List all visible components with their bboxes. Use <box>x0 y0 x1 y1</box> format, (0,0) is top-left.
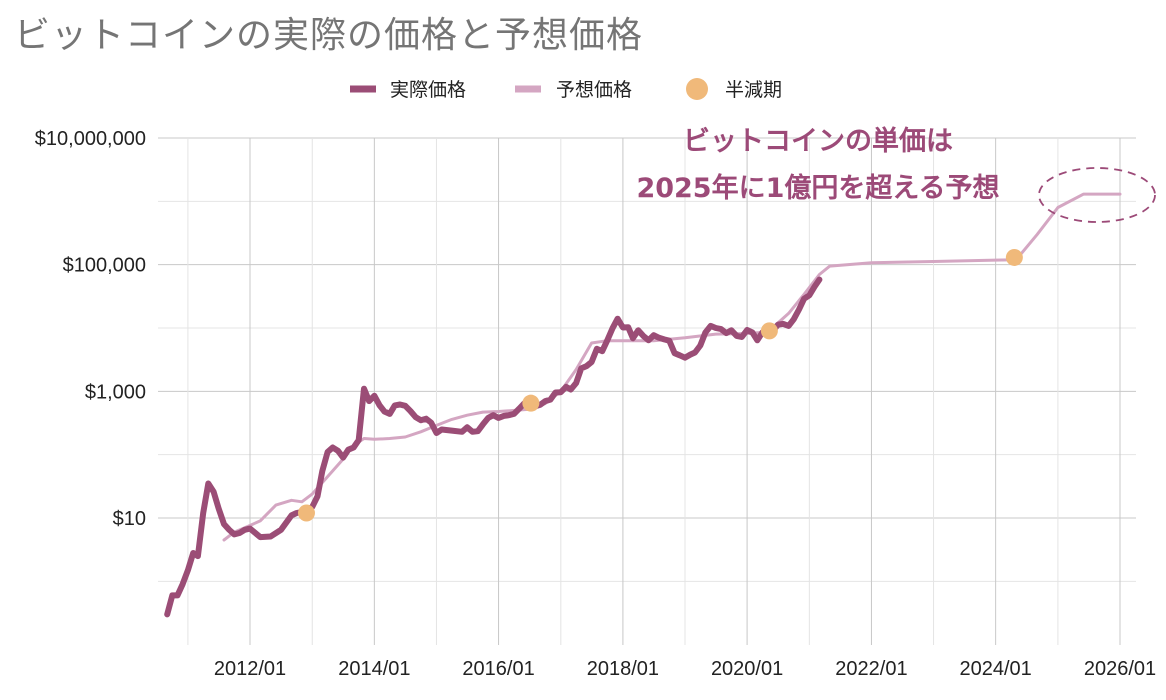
halving-point <box>297 504 315 522</box>
halving-point <box>522 394 540 412</box>
x-tick-label: 2018/01 <box>587 658 659 680</box>
annotation: ビットコインの単価は 2025年に1億円を超える予想 <box>636 125 1156 223</box>
annotation-line: ビットコインの単価は <box>683 125 953 157</box>
y-tick-label: $1,000 <box>85 381 146 403</box>
annotation-ellipse <box>1038 167 1156 223</box>
annotation-line: 2025年に1億円を超える予想 <box>636 172 999 204</box>
x-tick-label: 2012/01 <box>214 658 286 680</box>
y-tick-label: $10,000,000 <box>35 128 146 150</box>
halving-point <box>1005 248 1023 266</box>
forecast-price-line <box>222 192 1122 542</box>
x-tick-label: 2016/01 <box>462 658 534 680</box>
legend-label-actual: 実際価格 <box>390 79 466 101</box>
series-layer <box>164 192 1122 618</box>
legend: 実際価格 予想価格 半減期 <box>350 78 782 101</box>
legend-swatch-halving <box>686 78 708 100</box>
y-tick-label: $10 <box>113 508 146 530</box>
x-tick-label: 2024/01 <box>959 658 1031 680</box>
halving-point <box>760 322 778 340</box>
legend-label-halving: 半減期 <box>725 79 782 101</box>
x-tick-label: 2014/01 <box>338 658 410 680</box>
x-tick-label: 2022/01 <box>835 658 907 680</box>
legend-label-forecast: 予想価格 <box>556 79 632 101</box>
y-tick-labels: $10 $1,000 $100,000 $10,000,000 <box>35 128 146 530</box>
y-tick-label: $100,000 <box>63 255 146 277</box>
actual-price-line <box>164 276 823 618</box>
grid-layer <box>158 137 1136 645</box>
x-tick-label: 2020/01 <box>711 658 783 680</box>
x-tick-labels: 2012/01 2014/01 2016/01 2018/01 2020/01 2022/… <box>214 658 1156 680</box>
chart-title: ビットコインの実際の価格と予想価格 <box>14 15 644 56</box>
x-tick-label: 2026/01 <box>1084 658 1156 680</box>
